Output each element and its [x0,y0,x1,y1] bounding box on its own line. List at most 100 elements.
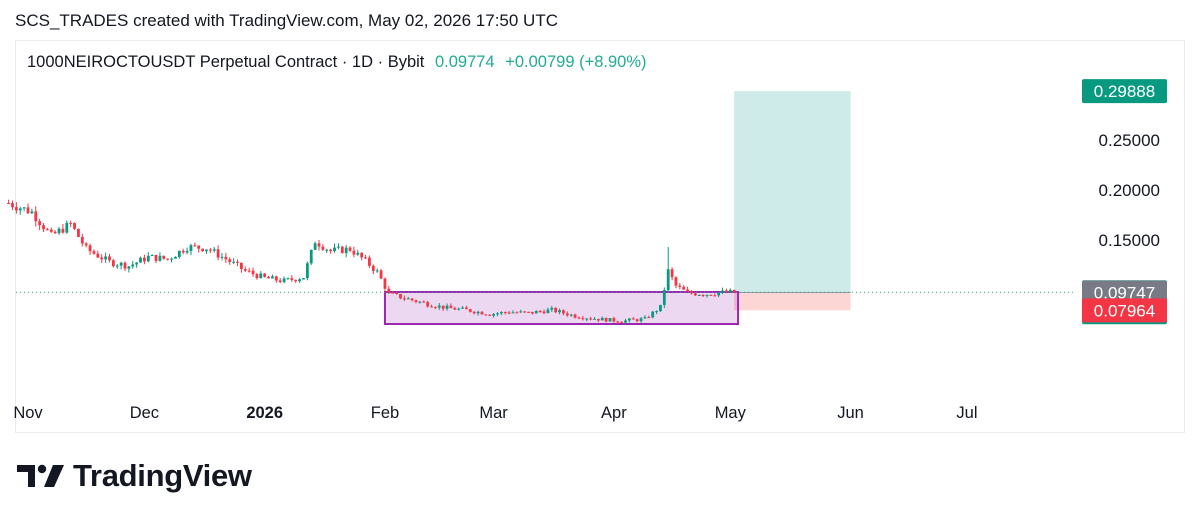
candle[interactable] [550,307,554,310]
candle[interactable] [666,269,670,291]
candle[interactable] [294,279,298,282]
candle[interactable] [546,309,550,314]
candle[interactable] [399,293,402,299]
candle[interactable] [391,292,395,294]
candle[interactable] [406,298,410,300]
candle[interactable] [499,312,503,314]
candle[interactable] [426,302,430,307]
candle[interactable] [647,317,651,319]
candle[interactable] [329,249,333,252]
candle[interactable] [26,207,30,214]
candle[interactable] [162,255,166,259]
candle[interactable] [608,318,612,322]
candle[interactable] [189,245,193,251]
candle[interactable] [274,276,278,281]
candle[interactable] [701,294,705,296]
candle[interactable] [205,249,208,252]
candle[interactable] [600,317,604,321]
candle[interactable] [325,249,329,251]
candle[interactable] [659,304,662,312]
candle[interactable] [453,308,457,310]
candle[interactable] [271,276,274,279]
candle[interactable] [49,229,53,232]
candle[interactable] [631,318,635,320]
candle[interactable] [108,256,111,261]
candle[interactable] [558,310,561,313]
candle[interactable] [139,257,142,263]
candle[interactable] [585,318,589,320]
candle[interactable] [348,247,352,251]
candle[interactable] [73,223,76,229]
candle[interactable] [193,245,197,247]
candle[interactable] [313,243,317,250]
candle[interactable] [146,255,150,262]
candle[interactable] [732,289,736,293]
candle[interactable] [30,211,34,214]
candle[interactable] [445,305,449,309]
candle[interactable] [697,294,701,296]
candle[interactable] [709,294,713,296]
candle[interactable] [224,256,228,260]
candle[interactable] [465,307,468,310]
candle[interactable] [177,250,181,257]
candle[interactable] [197,245,201,249]
candle[interactable] [100,257,104,260]
candle[interactable] [131,264,135,267]
candle[interactable] [84,243,88,246]
candle[interactable] [286,278,290,280]
candle[interactable] [143,257,146,262]
candle[interactable] [88,245,92,252]
candle[interactable] [562,310,565,314]
candle[interactable] [434,307,437,309]
candle[interactable] [620,322,624,324]
candle[interactable] [22,207,26,209]
candle[interactable] [259,273,263,279]
candle[interactable] [135,262,139,265]
candle[interactable] [515,312,519,314]
candle[interactable] [725,290,728,292]
candle[interactable] [728,289,732,292]
candle[interactable] [678,285,682,287]
candle[interactable] [418,301,422,303]
candle[interactable] [158,255,162,261]
candle[interactable] [18,208,22,211]
candle[interactable] [430,306,433,308]
candle[interactable] [387,288,391,293]
candle[interactable] [713,295,717,297]
candle[interactable] [236,261,239,263]
candle[interactable] [662,290,666,305]
candle[interactable] [278,280,282,283]
candle[interactable] [371,265,375,271]
candle[interactable] [449,305,453,309]
candle[interactable] [69,222,73,224]
candle[interactable] [511,312,515,314]
candle[interactable] [232,261,236,263]
candle[interactable] [201,248,204,252]
tradingview-brand[interactable]: TradingView [17,458,252,494]
candle[interactable] [573,314,577,318]
candle[interactable] [340,246,344,254]
candle[interactable] [96,253,100,258]
candle[interactable] [554,307,558,313]
candle[interactable] [77,228,80,237]
candle[interactable] [422,301,426,303]
candle[interactable] [519,311,523,313]
candle[interactable] [352,250,356,255]
candle[interactable] [624,320,627,323]
candle[interactable] [437,305,441,308]
candle[interactable] [208,249,212,251]
candle[interactable] [395,293,398,295]
candle[interactable] [496,313,499,315]
candle[interactable] [461,307,464,309]
candle[interactable] [492,313,495,316]
candle[interactable] [690,291,693,294]
candle[interactable] [476,311,480,314]
candle[interactable] [643,317,647,319]
candle[interactable] [402,298,406,300]
candle[interactable] [569,314,573,316]
candle[interactable] [247,270,251,272]
candle[interactable] [503,312,507,314]
candle[interactable] [174,256,177,259]
candle[interactable] [216,249,220,258]
